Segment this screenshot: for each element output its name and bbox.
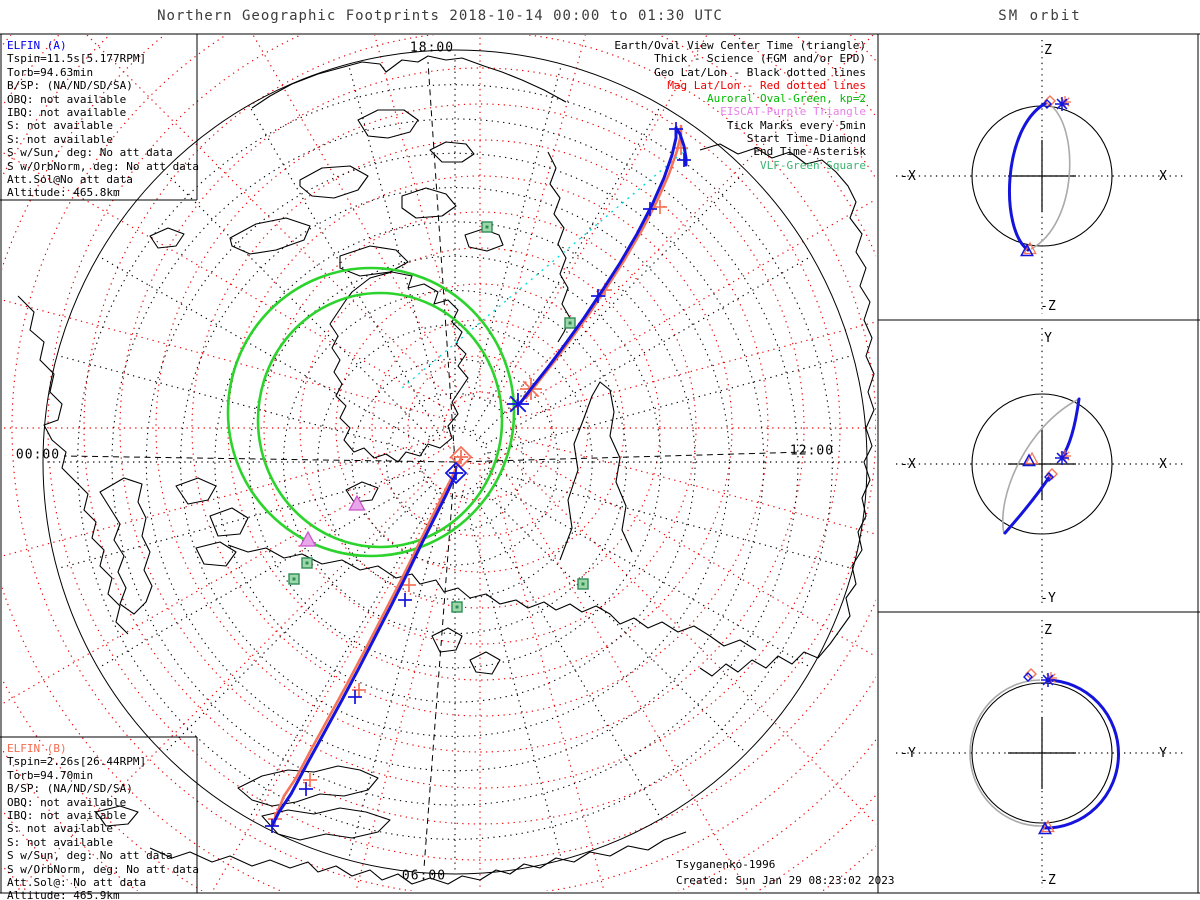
- axis-label: -X: [900, 457, 916, 472]
- info-line: S: not available: [7, 822, 113, 836]
- elfin-a-info-block: ELFIN (A) Tspin=11.5s[5.177RPM] Torb=94.63…: [7, 39, 199, 200]
- clock-label: 06:00: [401, 868, 447, 884]
- info-line: Att.Sol@: No att data: [7, 876, 147, 890]
- elfin-b-info-block: ELFIN (B) Tspin=2.26s[26.44RPM] Torb=94.70…: [7, 742, 199, 900]
- legend-item: Earth/Oval View Center Time (triangle): [614, 39, 866, 52]
- auroral-ovals: [226, 266, 516, 558]
- axis-label: X: [1159, 457, 1167, 472]
- info-line: OBQ: not available: [7, 92, 127, 106]
- axis-label: -Z: [1040, 299, 1056, 314]
- axis-label: Y: [1159, 746, 1167, 761]
- page-title: Northern Geographic Footprints 2018-10-1…: [157, 8, 723, 24]
- sm-orbit-panel-1: Z -Z -X X: [896, 40, 1186, 314]
- clock-label: 12:00: [789, 443, 835, 459]
- info-line: B/SP: (NA/ND/SD/SA): [7, 782, 133, 796]
- info-line: S w/OrbNorm, deg: No att data: [7, 159, 200, 173]
- info-line: Altitude: 465.8km: [7, 186, 120, 200]
- legend-item: End Time-Asterisk: [753, 145, 866, 159]
- axis-label: -Y: [900, 746, 916, 761]
- vlf-squares: [288, 221, 589, 613]
- satellite-name-label: ELFIN (A): [7, 39, 67, 52]
- track-elfin-a: [265, 122, 691, 833]
- sm-orbit-panel-2: Y -Y -X X: [896, 328, 1186, 606]
- legend: Earth/Oval View Center Time (triangle) Th…: [614, 39, 866, 172]
- info-line: S: not available: [7, 132, 113, 146]
- info-line: Att.Sol@No att data: [7, 173, 133, 187]
- legend-item: VLF-Green Square: [760, 158, 866, 172]
- axis-label: Z: [1044, 43, 1052, 58]
- info-line: Torb=94.70min: [7, 768, 94, 782]
- eiscat-triangles: [299, 494, 366, 547]
- model-label: Tsyganenko-1996: [676, 858, 776, 871]
- track-elfin-b: [268, 124, 688, 826]
- satellite-name-label: ELFIN (B): [7, 742, 67, 755]
- legend-item: EISCAT-Purple Triangle: [720, 105, 866, 119]
- coastlines: [17, 55, 875, 885]
- info-line: S: not available: [7, 835, 113, 849]
- legend-item: Mag Lat/Lon - Red dotted lines: [667, 78, 866, 92]
- info-line: S w/Sun, deg: No att data: [7, 146, 173, 160]
- sm-orbit-title: SM orbit: [998, 8, 1082, 24]
- info-line: Altitude: 465.9km: [7, 889, 120, 900]
- legend-item: Tick Marks every 5min: [726, 118, 866, 132]
- sm-orbit-panel-3: Z -Z -Y Y: [896, 620, 1186, 888]
- legend-item: Start Time-Diamond: [746, 132, 866, 146]
- clock-label: 00:00: [15, 447, 61, 463]
- axis-label: Z: [1044, 623, 1052, 638]
- info-line: S w/OrbNorm, deg: No att data: [7, 862, 200, 876]
- geo-grid: [42, 49, 868, 875]
- info-line: OBQ: not available: [7, 795, 127, 809]
- axis-label: -Z: [1040, 873, 1056, 888]
- legend-item: Auroral Oval-Green, kp=2: [707, 92, 866, 106]
- info-line: S: not available: [7, 119, 113, 133]
- info-line: IBQ: not available: [7, 106, 127, 120]
- axis-label: -Y: [1040, 591, 1056, 606]
- info-line: S w/Sun, deg: No att data: [7, 849, 173, 863]
- credit-block: Tsyganenko-1996 Created: Sun Jan 29 08:2…: [676, 857, 895, 889]
- info-line: Tspin=2.26s[26.44RPM]: [7, 755, 147, 769]
- clock-label: 18:00: [409, 40, 455, 56]
- axis-label: -X: [900, 169, 916, 184]
- created-label: Created: Sun Jan 29 08:23:02 2023: [676, 874, 895, 887]
- axis-label: X: [1159, 169, 1167, 184]
- legend-item: Thick - Science (FGM and/or EPD): [654, 52, 866, 66]
- axis-label: Y: [1044, 331, 1052, 346]
- info-line: Torb=94.63min: [7, 65, 94, 79]
- legend-item: Geo Lat/Lon - Black dotted lines: [654, 65, 866, 79]
- info-line: B/SP: (NA/ND/SD/SA): [7, 79, 133, 93]
- info-line: Tspin=11.5s[5.177RPM]: [7, 52, 147, 66]
- info-line: IBQ: not available: [7, 809, 127, 823]
- frame-lines: [0, 33, 1200, 894]
